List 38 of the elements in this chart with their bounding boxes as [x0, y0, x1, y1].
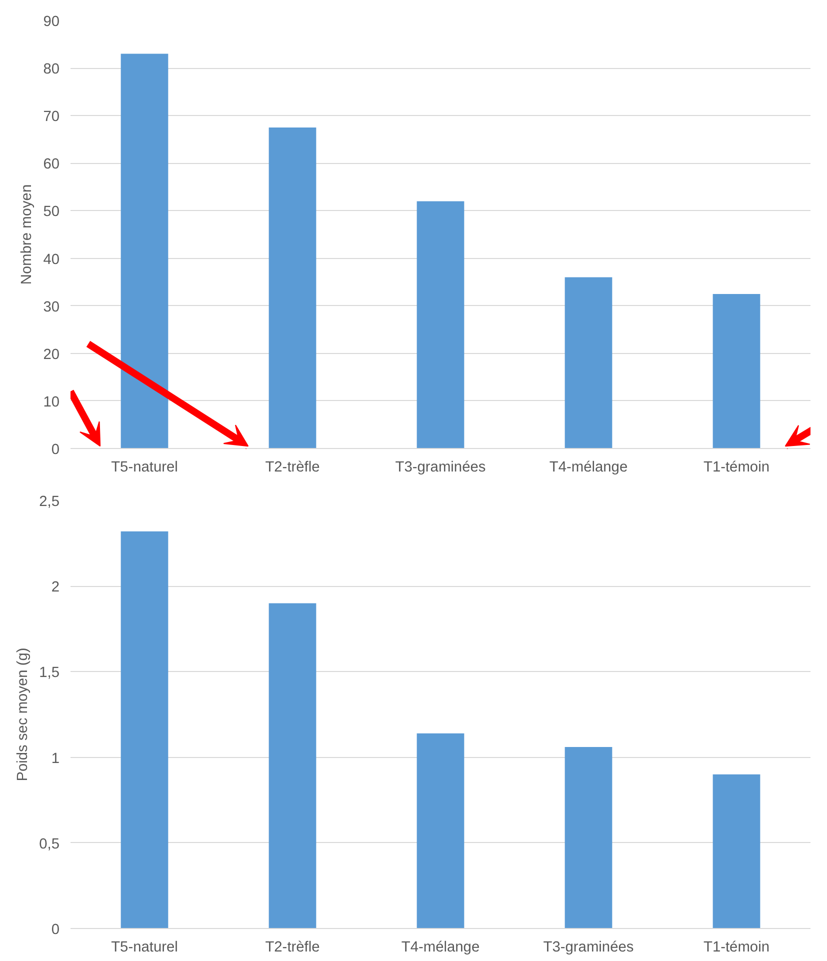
y-tick-label: 2 [51, 580, 60, 596]
y-tick-label: 50 [43, 204, 60, 220]
bar [712, 774, 760, 928]
y-tick-label: 1,5 [39, 665, 60, 682]
x-tick-label: T5-naturel [111, 460, 178, 476]
bar [564, 277, 612, 448]
y-tick-label: 10 [43, 394, 60, 410]
y-tick-label: 1 [51, 750, 60, 767]
x-tick-label: T4-mélange [401, 940, 480, 956]
bar [120, 531, 168, 928]
bar [120, 54, 168, 448]
y-tick-label: 90 [43, 14, 60, 30]
y-tick-label: 60 [43, 156, 60, 173]
y-tick-label: 80 [43, 62, 60, 78]
x-tick-label: T2-trèfle [265, 940, 320, 956]
y-tick-label: 0 [51, 442, 60, 458]
y-tick-label: 0 [51, 922, 60, 938]
x-tick-label: T3-graminées [543, 940, 634, 956]
x-tick-label: T5-naturel [111, 940, 178, 956]
bar [268, 603, 316, 928]
y-tick-label: 70 [43, 109, 60, 126]
y-tick-label: 20 [43, 346, 60, 363]
bar [416, 201, 464, 448]
y-tick-label: 2,5 [39, 494, 60, 510]
x-tick-label: T4-mélange [549, 460, 628, 476]
x-tick-label: T2-trèfle [265, 460, 320, 476]
y-axis-title: Poids sec moyen (g) [15, 648, 32, 782]
y-axis-title: Nombre moyen [19, 184, 36, 285]
y-tick-label: 40 [43, 252, 60, 268]
y-tick-label: 30 [43, 299, 60, 316]
bar [564, 747, 612, 928]
x-tick-label: T1-témoin [704, 460, 770, 476]
x-tick-label: T3-graminées [395, 460, 486, 476]
bar [712, 294, 760, 448]
y-tick-label: 0,5 [39, 836, 60, 852]
bar [416, 733, 464, 928]
bar [268, 128, 316, 448]
x-tick-label: T1-témoin [704, 940, 770, 956]
